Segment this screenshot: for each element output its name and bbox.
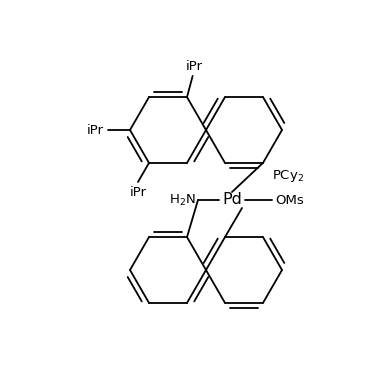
Text: PCy$_2$: PCy$_2$ xyxy=(272,168,304,184)
Text: OMs: OMs xyxy=(275,194,304,206)
Text: Pd: Pd xyxy=(222,192,242,208)
Text: H$_2$N: H$_2$N xyxy=(169,192,196,208)
Text: iPr: iPr xyxy=(130,186,147,199)
Text: iPr: iPr xyxy=(87,123,104,137)
Text: iPr: iPr xyxy=(186,60,203,73)
